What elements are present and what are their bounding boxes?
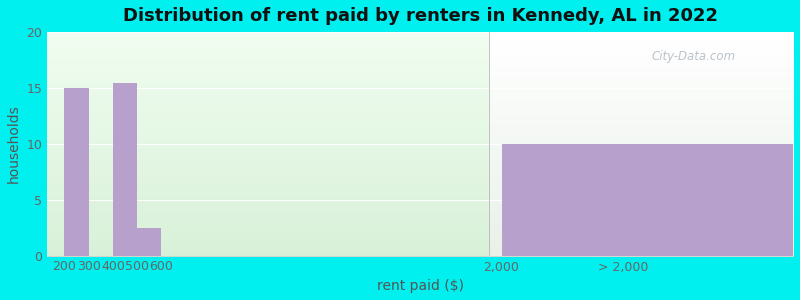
Text: City-Data.com: City-Data.com: [651, 50, 735, 63]
Bar: [113, 83, 137, 256]
Bar: [502, 144, 793, 256]
Y-axis label: households: households: [7, 104, 21, 183]
Bar: [137, 228, 162, 256]
X-axis label: rent paid ($): rent paid ($): [377, 279, 464, 293]
Title: Distribution of rent paid by renters in Kennedy, AL in 2022: Distribution of rent paid by renters in …: [122, 7, 718, 25]
Bar: [64, 88, 89, 256]
